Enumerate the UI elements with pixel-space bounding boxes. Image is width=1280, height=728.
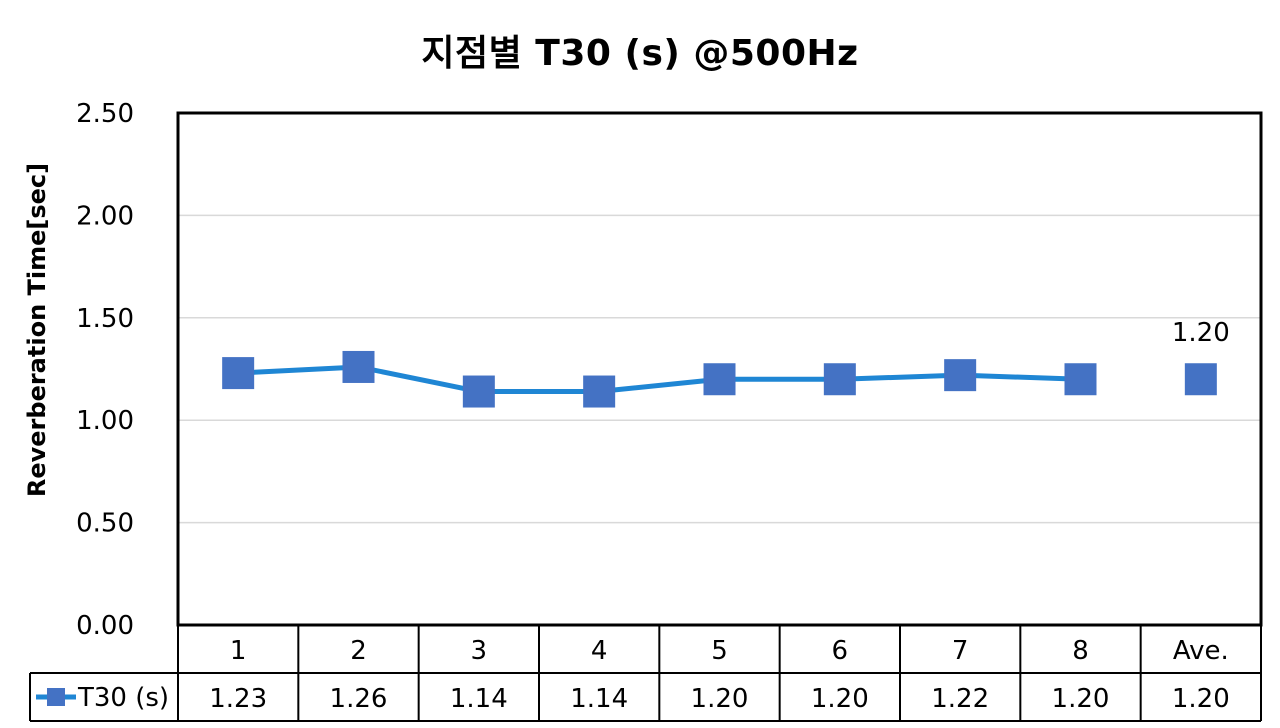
gridlines — [178, 214, 1261, 524]
y-tick-label: 1.00 — [76, 406, 134, 436]
table-value-cell: 1.26 — [330, 684, 388, 714]
data-point-marker — [1064, 363, 1097, 396]
data-point-marker — [462, 375, 495, 408]
plot-area-frame — [176, 111, 1263, 627]
data-point-marker — [703, 363, 736, 396]
category-label: 6 — [832, 636, 849, 666]
category-label: 2 — [350, 636, 367, 666]
data-point-marker — [222, 357, 255, 390]
data-point-marker — [583, 375, 616, 408]
category-label: 3 — [471, 636, 488, 666]
table-value-cell: 1.20 — [691, 684, 749, 714]
y-tick-label: 1.50 — [76, 304, 134, 334]
data-label: 1.20 — [1172, 318, 1230, 348]
chart-title: 지점별 T30 (s) @500Hz — [421, 33, 859, 74]
legend: T30 (s) — [36, 683, 169, 713]
category-label: 8 — [1072, 636, 1089, 666]
table-value-cell: 1.22 — [931, 684, 989, 714]
y-tick-label: 2.50 — [76, 99, 134, 129]
category-label: 7 — [952, 636, 969, 666]
y-tick-labels: 0.00 0.50 1.00 1.50 2.00 2.50 — [76, 99, 134, 641]
table-value-cell: 1.23 — [209, 684, 267, 714]
data-point-marker — [944, 359, 977, 392]
y-tick-label: 0.50 — [76, 509, 134, 539]
table-value-cell: 1.14 — [450, 684, 508, 714]
table-value-cell: 1.20 — [1052, 684, 1110, 714]
category-label: Ave. — [1173, 636, 1229, 666]
category-label: 4 — [591, 636, 608, 666]
series-t30: 1.20 — [222, 318, 1230, 408]
table-value-cell: 1.20 — [811, 684, 869, 714]
legend-label: T30 (s) — [77, 683, 169, 713]
table-value-cell: 1.20 — [1172, 684, 1230, 714]
data-point-marker — [823, 363, 856, 396]
table-value-cell: 1.14 — [570, 684, 628, 714]
legend-marker-swatch — [47, 688, 65, 706]
category-label: 5 — [711, 636, 728, 666]
series-line — [238, 364, 1081, 395]
data-point-marker — [1184, 363, 1217, 396]
data-point-marker — [342, 350, 375, 383]
y-tick-label: 0.00 — [76, 611, 134, 641]
y-tick-label: 2.00 — [76, 201, 134, 231]
data-table: 1 1.23 2 1.26 3 1.14 4 1.14 5 1.20 6 1.20 7 1.22 8 1.20… — [29, 625, 1262, 722]
category-label: 1 — [230, 636, 247, 666]
